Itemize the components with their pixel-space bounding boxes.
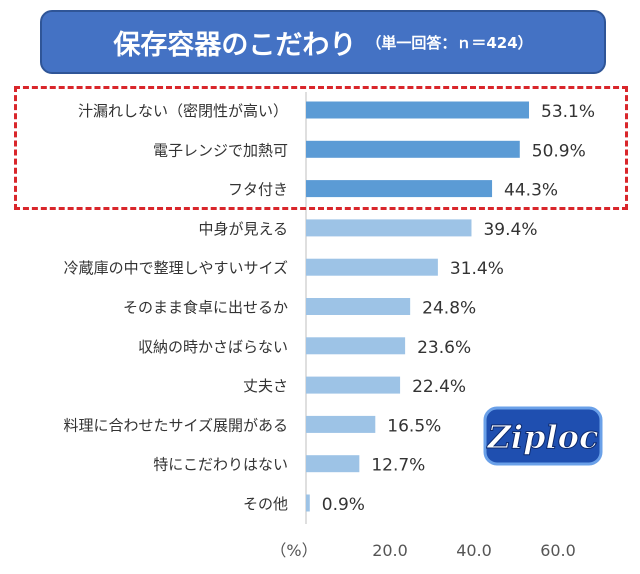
bar: [306, 455, 359, 472]
ziploc-logo: Ziploc: [482, 404, 604, 468]
value-label: 22.4%: [412, 377, 466, 397]
value-label: 23.6%: [417, 338, 471, 358]
category-label: 料理に合わせたサイズ展開がある: [63, 416, 288, 434]
value-label: 16.5%: [387, 416, 441, 436]
value-label: 0.9%: [322, 495, 365, 515]
x-tick-label: 60.0: [540, 541, 576, 560]
x-tick-label: 40.0: [456, 541, 492, 560]
bar: [306, 337, 405, 354]
category-label: 特にこだわりはない: [153, 456, 288, 474]
bar: [306, 259, 438, 276]
x-unit-label: （%）: [270, 541, 317, 560]
category-label: 冷蔵庫の中で整理しやすいサイズ: [64, 259, 288, 277]
category-label: 中身が見える: [198, 220, 288, 238]
category-label: そのまま食卓に出せるか: [123, 299, 288, 317]
category-label: その他: [243, 495, 288, 513]
value-label: 12.7%: [371, 456, 425, 476]
value-label: 39.4%: [483, 220, 537, 240]
bar: [306, 495, 310, 512]
highlight-frame: [14, 86, 628, 210]
bar: [306, 416, 375, 433]
category-label: 丈夫さ: [243, 377, 288, 395]
category-label: 収納の時かさばらない: [138, 338, 288, 356]
bar: [306, 219, 471, 236]
bar: [306, 377, 400, 394]
value-label: 24.8%: [422, 299, 476, 319]
logo-wordmark: Ziploc: [486, 418, 599, 456]
bar: [306, 298, 410, 315]
value-label: 31.4%: [450, 259, 504, 279]
x-tick-label: 20.0: [372, 541, 408, 560]
